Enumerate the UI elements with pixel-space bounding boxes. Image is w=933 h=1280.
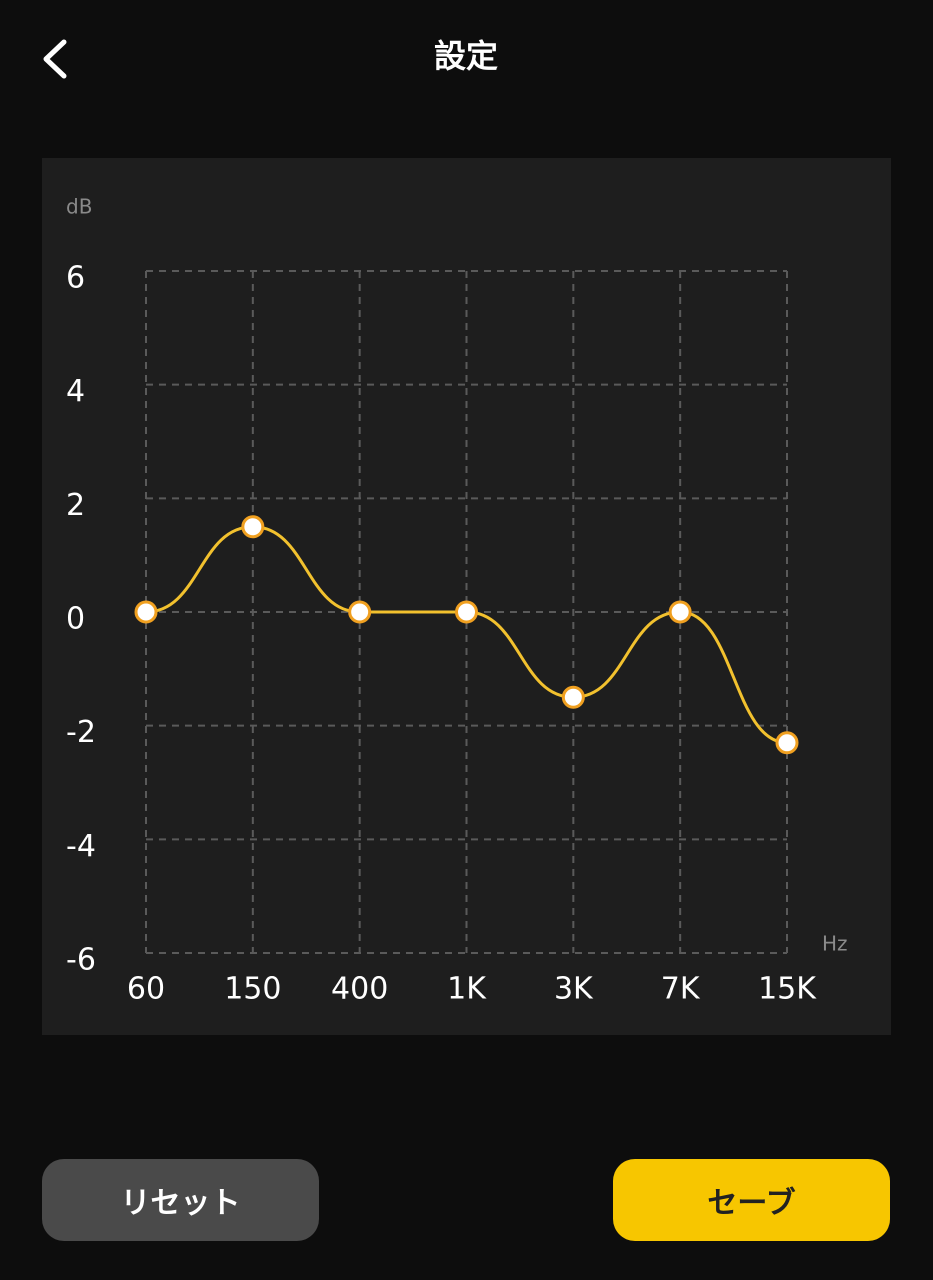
- back-button[interactable]: [43, 39, 67, 79]
- x-tick-label: 7K: [661, 972, 701, 1007]
- y-tick-label: 0: [66, 602, 85, 637]
- x-axis-label: Hz: [822, 932, 848, 956]
- reset-button[interactable]: リセット: [42, 1159, 319, 1241]
- eq-chart: dB Hz 6 4 2 0 -2 -4 -6 60 150 400 1K 3K 7K 15K: [42, 158, 891, 1035]
- eq-point: [561, 685, 585, 709]
- y-axis-label: dB: [66, 195, 92, 219]
- y-tick-label: -4: [66, 829, 96, 864]
- x-tick-label: 150: [224, 972, 281, 1007]
- eq-point: [775, 731, 799, 755]
- x-tick-label: 1K: [447, 972, 487, 1007]
- header: 設定: [43, 37, 498, 79]
- eq-point: [668, 600, 692, 624]
- y-tick-label: 2: [66, 488, 85, 523]
- y-tick-label: -6: [66, 943, 96, 978]
- eq-point: [455, 600, 478, 624]
- eq-point: [134, 600, 158, 624]
- y-tick-label: 6: [66, 261, 85, 296]
- x-tick-label: 15K: [758, 972, 817, 1007]
- x-tick-label: 60: [127, 972, 165, 1007]
- page-title: 設定: [434, 37, 498, 75]
- y-tick-label: 4: [66, 374, 85, 409]
- x-tick-label: 400: [331, 972, 388, 1007]
- eq-point: [241, 515, 265, 539]
- y-tick-label: -2: [66, 715, 96, 750]
- x-tick-label: 3K: [554, 972, 594, 1007]
- save-button[interactable]: セーブ: [613, 1159, 890, 1241]
- eq-point: [348, 600, 372, 624]
